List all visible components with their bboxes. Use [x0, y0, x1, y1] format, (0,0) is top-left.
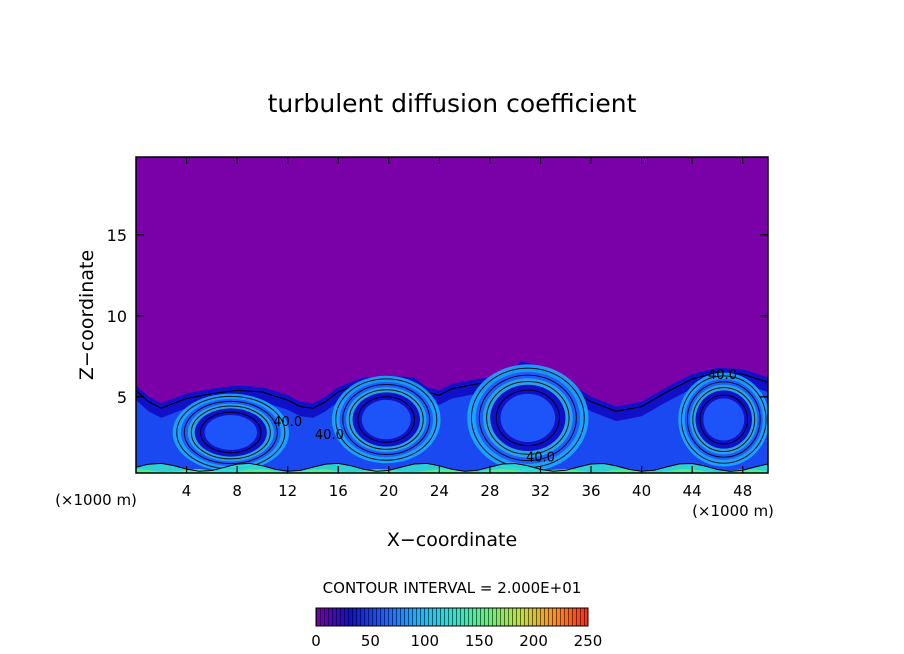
- eddy-ring: [204, 414, 257, 450]
- x-tick-label: 16: [329, 482, 348, 500]
- contour-interval-text: CONTOUR INTERVAL = 2.000E+01: [323, 579, 582, 597]
- x-tick-label: 8: [232, 482, 242, 500]
- colorbar-tick-label: 200: [519, 632, 548, 650]
- contour-label: 40.0: [708, 368, 737, 383]
- x-tick-label: 48: [733, 482, 752, 500]
- colorbar-tick-label: 250: [574, 632, 603, 650]
- contour-line: [200, 411, 262, 454]
- x-tick-label: 20: [379, 482, 398, 500]
- eddy-ring: [500, 393, 556, 442]
- contour-line: [699, 394, 748, 445]
- x-unit-right: (×1000 m): [692, 502, 774, 520]
- y-axis-label: Z−coordinate: [76, 250, 98, 380]
- contour-line: [136, 462, 768, 472]
- contour-line: [357, 396, 416, 443]
- chart-title: turbulent diffusion coefficient: [268, 89, 637, 118]
- boundary-layer-inner: [136, 375, 768, 473]
- colorbar-tick-label: 50: [361, 632, 380, 650]
- x-tick-label: 32: [531, 482, 550, 500]
- contour-line: [183, 400, 278, 465]
- eddy-ring: [361, 399, 411, 440]
- contour-label: 40.0: [273, 415, 302, 430]
- x-axis-label: X−coordinate: [387, 529, 517, 551]
- colorbar-tick-label: 100: [410, 632, 439, 650]
- colorbar: 0 50 100 150 200 250: [311, 607, 603, 650]
- contour-label: 40.0: [526, 451, 555, 466]
- contour-line: [342, 384, 431, 456]
- eddy-ring: [703, 398, 745, 441]
- x-tick-label: 24: [430, 482, 449, 500]
- contour-label: 40.0: [315, 428, 344, 443]
- contour-line: [680, 375, 767, 464]
- contour-line: [686, 381, 761, 458]
- contour-line: [335, 378, 438, 461]
- colorbar-tick-label: 150: [465, 632, 494, 650]
- colorbar-frame: [315, 607, 589, 627]
- colorbar-tick-label: 0: [311, 632, 321, 650]
- x-tick-label: 36: [581, 482, 600, 500]
- plot-area: 40.0 40.0 40.0 40.0: [136, 157, 768, 473]
- y-axis-ticks: 5 10 15: [107, 226, 768, 407]
- x-tick-label: 44: [683, 482, 702, 500]
- surface-layer-core: [136, 468, 768, 473]
- y-tick-label: 15: [107, 226, 127, 245]
- x-unit-left: (×1000 m): [55, 491, 137, 509]
- y-tick-label: 5: [117, 388, 127, 407]
- x-tick-label: 12: [278, 482, 297, 500]
- x-tick-label: 28: [480, 482, 499, 500]
- contour-line: [495, 389, 560, 447]
- plot-frame: [135, 156, 769, 474]
- contour-line: [486, 381, 570, 455]
- x-tick-label: 40: [632, 482, 651, 500]
- contour-line: [348, 389, 424, 450]
- x-axis-ticks: 4 8 12 16 20 24 28 32 36 40 44 48: [182, 157, 752, 500]
- y-tick-label: 10: [107, 307, 127, 326]
- contour-line: [478, 374, 577, 462]
- contour-line: [190, 405, 271, 460]
- x-tick-label: 4: [182, 482, 192, 500]
- colorbar-contour-stripes: [316, 608, 588, 626]
- contour-line: [692, 387, 756, 452]
